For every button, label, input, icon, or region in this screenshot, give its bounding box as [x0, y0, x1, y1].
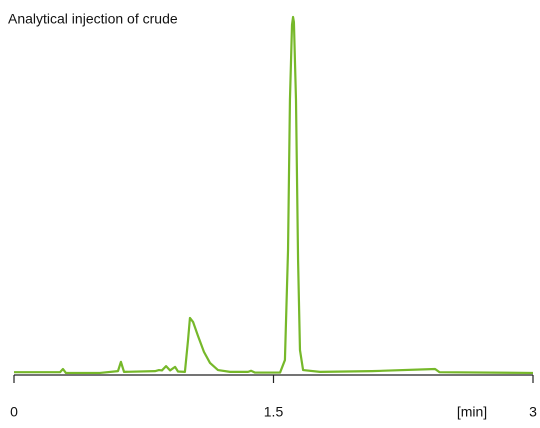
x-tick-label: 3 [529, 404, 537, 420]
x-tick-label: 1.5 [264, 404, 284, 420]
trace-line [14, 15, 534, 375]
chart-title: Analytical injection of crude [8, 11, 178, 27]
x-axis-label: [min] [457, 404, 487, 420]
x-tick-label: 0 [10, 404, 18, 420]
